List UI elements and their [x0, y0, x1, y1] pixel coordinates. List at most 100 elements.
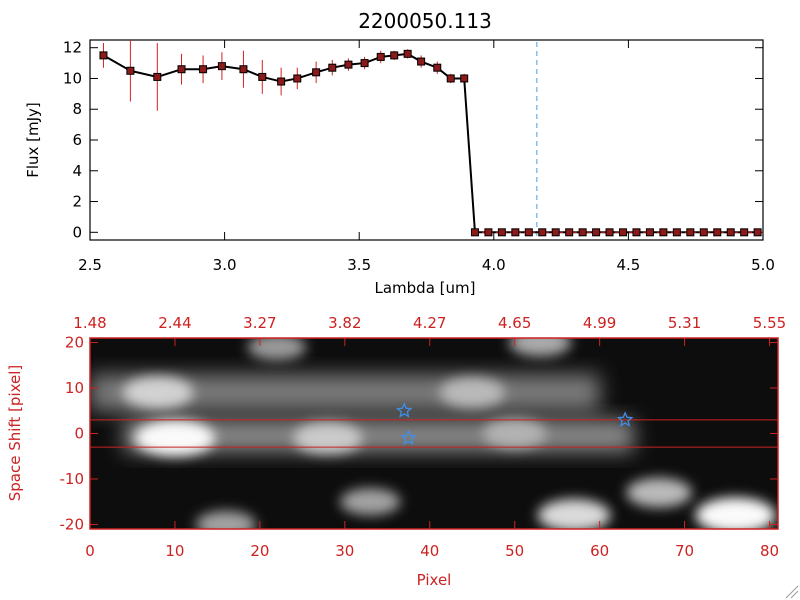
spectrum-x-axis-label: Lambda [um] — [375, 279, 476, 297]
image-y-tick-label: 0 — [74, 425, 84, 443]
data-point — [433, 63, 442, 72]
data-point — [460, 74, 469, 83]
data-point — [293, 74, 302, 83]
bright-feature — [695, 497, 776, 529]
data-point — [511, 228, 520, 237]
resize-grip-icon[interactable] — [785, 585, 799, 599]
bright-feature — [195, 510, 256, 529]
data-point — [277, 77, 286, 86]
wavelength-tick-label: 3.82 — [328, 314, 361, 332]
data-point — [524, 228, 533, 237]
star-icon — [400, 429, 417, 446]
bright-feature — [247, 338, 307, 361]
image-y-tick-label: -10 — [60, 470, 85, 488]
data-point — [153, 72, 162, 81]
data-point — [632, 228, 641, 237]
data-point — [403, 49, 412, 58]
bright-feature — [134, 420, 215, 457]
data-point — [538, 228, 547, 237]
data-point — [360, 59, 369, 68]
bright-feature — [509, 338, 572, 357]
bright-feature — [537, 498, 611, 529]
spectrum-y-tick-label: 6 — [72, 131, 82, 149]
extraction-aperture-lines — [90, 419, 778, 448]
bright-feature — [293, 422, 363, 454]
spectrum-chart: 2200050.113 2.5 3.0 3.5 4.0 4.5 5.0024681012 … — [24, 9, 775, 297]
data-point — [605, 228, 614, 237]
spectrum-x-tick-label: 3.0 — [213, 256, 237, 274]
data-point — [551, 228, 560, 237]
chart-title: 2200050.113 — [358, 9, 492, 33]
image-x-tick-label: 80 — [760, 542, 779, 560]
data-point — [328, 63, 337, 72]
wavelength-tick-label: 4.65 — [498, 314, 531, 332]
wavelength-tick-label: 5.31 — [668, 314, 701, 332]
data-point — [753, 228, 762, 237]
data-point — [258, 72, 267, 81]
data-point — [740, 228, 749, 237]
star-icon — [616, 411, 634, 427]
spectrum-x-tick-label: 4.5 — [616, 256, 640, 274]
data-point — [565, 228, 574, 237]
bright-feature — [122, 376, 194, 409]
bright-feature — [626, 477, 692, 508]
data-point — [592, 228, 601, 237]
star-icon — [395, 402, 413, 418]
wavelength-tick-label: 5.55 — [753, 314, 786, 332]
image-x-tick-label: 50 — [505, 542, 524, 560]
data-point — [659, 228, 668, 237]
image-y-tick-label: 10 — [65, 379, 84, 397]
bright-feature — [340, 488, 401, 516]
spectral-image-panel: 0 10 20 30 40 50 60 70 80 1.48 2.44 3.27 3.82 4.27 4.6… — [6, 314, 786, 589]
wavelength-tick-label: 3.27 — [243, 314, 276, 332]
wavelength-tick-label: 4.99 — [583, 314, 616, 332]
data-point — [672, 228, 681, 237]
image-x-tick-label: 40 — [420, 542, 439, 560]
spectrum-y-tick-label: 2 — [72, 193, 82, 211]
image-axes: 0 10 20 30 40 50 60 70 80 1.48 2.44 3.27 3.82 4.27 4.6… — [60, 314, 787, 560]
flux-line — [102, 52, 758, 234]
image-x-tick-label: 20 — [250, 542, 269, 560]
spectrum-axes: 2.5 3.0 3.5 4.0 4.5 5.0 0 2 4 6 8 10 12 — [63, 39, 775, 274]
wavelength-tick-label: 1.48 — [73, 314, 106, 332]
source-markers — [395, 402, 634, 446]
data-point — [726, 228, 735, 237]
data-point — [619, 228, 628, 237]
data-point — [312, 68, 321, 77]
image-x-tick-label: 70 — [675, 542, 694, 560]
wavelength-tick-label: 4.27 — [413, 314, 446, 332]
image-x-tick-label: 30 — [335, 542, 354, 560]
spectrum-y-tick-label: 10 — [63, 69, 82, 87]
data-point — [99, 51, 108, 60]
wavelength-tick-label: 2.44 — [158, 314, 191, 332]
data-point — [177, 65, 186, 74]
bright-feature — [439, 377, 506, 408]
spectrum-data — [99, 40, 763, 237]
data-point — [417, 57, 426, 66]
data-point — [484, 228, 493, 237]
spectrum-x-tick-label: 5.0 — [751, 256, 775, 274]
data-point — [199, 65, 208, 74]
data-point — [470, 228, 479, 237]
image-x-tick-label: 10 — [165, 542, 184, 560]
image-y-tick-label: 20 — [65, 334, 84, 352]
image-x-tick-label: 60 — [590, 542, 609, 560]
spectrum-x-tick-label: 2.5 — [78, 256, 102, 274]
spectrum-y-tick-label: 0 — [72, 223, 82, 241]
spectrum-y-tick-label: 8 — [72, 100, 82, 118]
image-y-axis-label: Space Shift [pixel] — [6, 365, 24, 502]
spectrum-x-tick-label: 3.5 — [347, 256, 371, 274]
data-point — [686, 228, 695, 237]
spectrum-x-tick-label: 4.0 — [482, 256, 506, 274]
spectrum-y-tick-label: 4 — [72, 162, 82, 180]
data-point — [126, 66, 135, 75]
image-y-tick-label: -20 — [60, 515, 85, 533]
image-x-tick-label: 0 — [85, 542, 95, 560]
data-point — [713, 228, 722, 237]
spectrum-y-tick-label: 12 — [63, 39, 82, 57]
data-point — [344, 60, 353, 69]
data-point — [376, 52, 385, 61]
data-point — [390, 51, 399, 60]
data-point — [446, 74, 455, 83]
